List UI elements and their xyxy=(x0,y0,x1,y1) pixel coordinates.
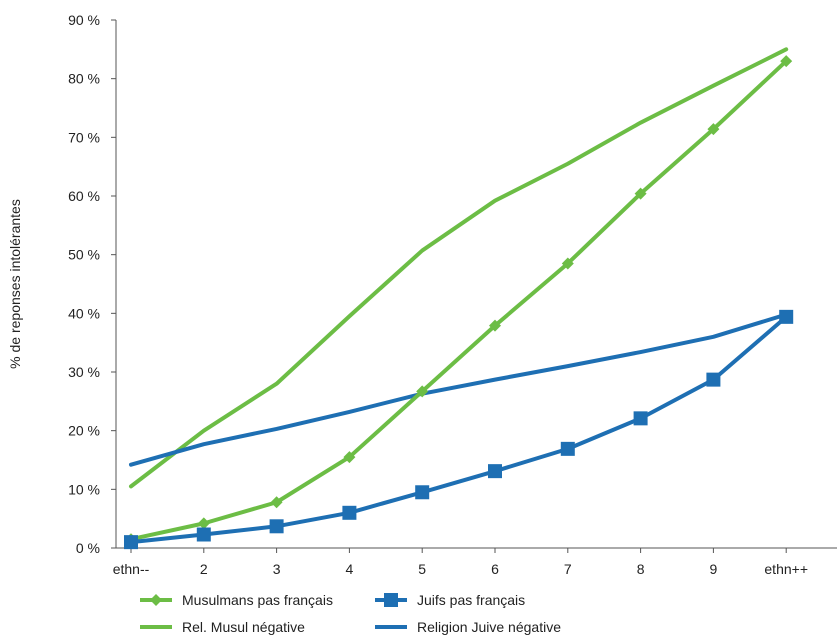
y-tick-label: 90 % xyxy=(68,12,100,28)
x-tick-label: 2 xyxy=(200,561,208,577)
x-tick-label: 4 xyxy=(346,561,354,577)
series-1 xyxy=(129,47,789,489)
legend-swatch-marker xyxy=(384,593,398,607)
data-point xyxy=(196,527,211,542)
data-point xyxy=(343,451,356,464)
legend-item-3: Religion Juive négative xyxy=(375,619,561,635)
series-layer xyxy=(124,47,794,550)
series-line xyxy=(129,314,789,545)
y-tick-label: 50 % xyxy=(68,247,100,263)
x-tick-label: 8 xyxy=(637,561,645,577)
x-tick-label: 3 xyxy=(273,561,281,577)
x-tick-label: ethn-- xyxy=(113,561,150,577)
legend-swatch-marker xyxy=(150,594,162,606)
y-tick-label: 70 % xyxy=(68,129,100,145)
series-0 xyxy=(125,55,793,546)
data-point xyxy=(197,517,210,530)
series-line xyxy=(129,47,789,489)
legend-item-2: Juifs pas français xyxy=(375,592,525,608)
x-tick-label: ethn++ xyxy=(764,561,808,577)
legend-item-0: Musulmans pas français xyxy=(140,592,333,608)
x-tick-label: 7 xyxy=(564,561,572,577)
series-2 xyxy=(124,309,794,550)
data-point xyxy=(416,385,429,398)
data-point xyxy=(634,187,647,200)
data-point xyxy=(270,496,283,509)
x-tick-label: 9 xyxy=(710,561,718,577)
legend-label: Religion Juive négative xyxy=(417,619,561,635)
legend: Musulmans pas français Juifs pas français… xyxy=(140,592,561,635)
data-point xyxy=(780,55,793,68)
y-tick-label: 60 % xyxy=(68,188,100,204)
y-tick-label: 20 % xyxy=(68,423,100,439)
y-tick-label: 40 % xyxy=(68,305,100,321)
legend-label: Musulmans pas français xyxy=(182,592,333,608)
x-tick-label: 6 xyxy=(491,561,499,577)
data-point xyxy=(779,309,794,324)
data-point xyxy=(415,485,430,500)
data-point xyxy=(707,123,720,136)
data-point xyxy=(561,257,574,270)
data-point xyxy=(124,535,138,550)
y-axis-title: % de reponses intolérantes xyxy=(7,199,23,369)
y-tick-label: 80 % xyxy=(68,71,100,87)
legend-item-1: Rel. Musul négative xyxy=(140,619,305,635)
x-tick-label: 5 xyxy=(418,561,426,577)
legend-label: Rel. Musul négative xyxy=(182,619,305,635)
axes: 0 % 10 % 20 % 30 % 40 % 50 % 60 % 70 % 80 % 90 % e… xyxy=(7,12,837,577)
y-tick-label: 10 % xyxy=(68,481,100,497)
legend-label: Juifs pas français xyxy=(417,592,525,608)
data-point xyxy=(269,519,284,534)
data-point xyxy=(489,319,501,332)
y-tick-label: 0 % xyxy=(76,540,100,556)
data-point xyxy=(560,441,575,456)
series-3 xyxy=(129,312,789,467)
data-point xyxy=(342,505,357,520)
y-tick-label: 30 % xyxy=(68,364,100,380)
data-point xyxy=(488,464,502,479)
data-point xyxy=(706,372,721,387)
data-point xyxy=(633,411,648,426)
series-line xyxy=(129,59,789,542)
series-line xyxy=(129,312,789,467)
